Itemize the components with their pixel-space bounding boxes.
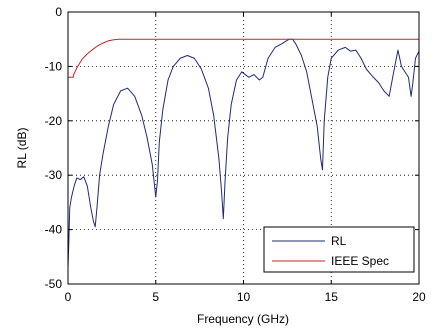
series-group (67, 38, 420, 268)
y-tick-label: -10 (45, 59, 63, 73)
y-tick-label: -30 (45, 168, 63, 182)
series-line-rl (67, 38, 420, 268)
x-axis-ticks: 0 5 10 15 20 (65, 12, 426, 304)
y-tick-label: 0 (55, 5, 62, 19)
x-tick-label: 20 (412, 290, 426, 304)
legend-box (263, 226, 415, 273)
series-line-ieee-spec (68, 38, 419, 78)
y-axis-ticks: 0 -10 -20 -30 -40 -50 (45, 5, 419, 291)
legend-label-rl: RL (331, 234, 347, 248)
y-axis-label: RL (dB) (15, 128, 29, 169)
x-tick-label: 5 (152, 290, 159, 304)
y-tick-label: -50 (45, 277, 63, 291)
x-tick-label: 10 (237, 290, 251, 304)
x-axis-label: Frequency (GHz) (197, 312, 289, 326)
x-tick-label: 0 (65, 290, 72, 304)
legend: RL IEEE Spec (263, 226, 415, 273)
legend-label-ieee-spec: IEEE Spec (331, 254, 389, 268)
y-tick-label: -40 (45, 223, 63, 237)
y-tick-label: -20 (45, 114, 63, 128)
x-tick-label: 15 (325, 290, 339, 304)
